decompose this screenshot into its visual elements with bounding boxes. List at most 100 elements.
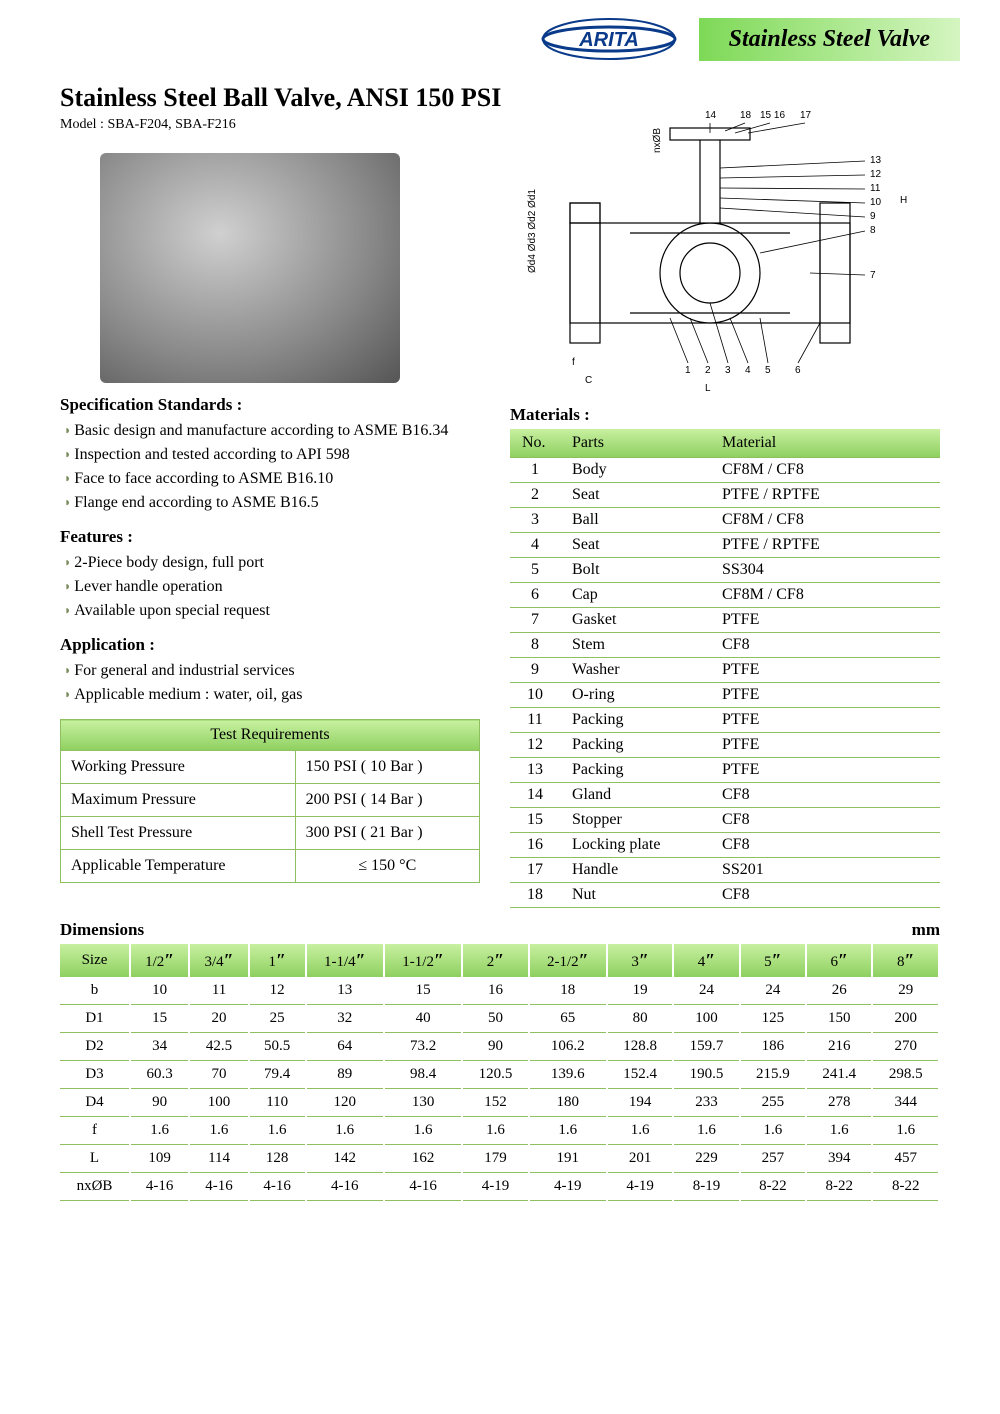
svg-text:9: 9 <box>870 211 876 222</box>
cell: 4-19 <box>462 1173 528 1201</box>
cell: 180 <box>529 1089 607 1117</box>
table-row: Maximum Pressure200 PSI ( 14 Bar ) <box>61 784 480 817</box>
list-item: Basic design and manufacture according t… <box>64 419 480 443</box>
table-row: 13PackingPTFE <box>510 758 940 783</box>
table-row: 1BodyCF8M / CF8 <box>510 458 940 483</box>
cell: 457 <box>872 1145 939 1173</box>
cell: 194 <box>607 1089 673 1117</box>
col-header: 3/4″ <box>189 944 248 977</box>
cell: 100 <box>189 1089 248 1117</box>
table-row: 10O-ringPTFE <box>510 683 940 708</box>
cell: PTFE <box>710 683 940 708</box>
cell: 50.5 <box>249 1033 306 1061</box>
table-row: f1.61.61.61.61.61.61.61.61.61.61.61.6 <box>60 1117 939 1145</box>
cell: 4-16 <box>189 1173 248 1201</box>
cell: 241.4 <box>806 1061 872 1089</box>
table-row: 4SeatPTFE / RPTFE <box>510 533 940 558</box>
cell: CF8 <box>710 783 940 808</box>
cell: 215.9 <box>740 1061 806 1089</box>
svg-text:18: 18 <box>740 110 752 121</box>
cell: 13 <box>306 977 384 1005</box>
cell: 1.6 <box>306 1117 384 1145</box>
table-row: 18NutCF8 <box>510 883 940 908</box>
cell: 162 <box>384 1145 462 1173</box>
cell: 26 <box>806 977 872 1005</box>
test-req-heading: Test Requirements <box>61 720 480 751</box>
cell: 110 <box>249 1089 306 1117</box>
row-label: nxØB <box>60 1173 130 1201</box>
list-item: Inspection and tested according to API 5… <box>64 443 480 467</box>
features-list: 2-Piece body design, full portLever hand… <box>60 551 480 623</box>
cell: 200 <box>872 1005 939 1033</box>
cell: CF8 <box>710 883 940 908</box>
cell: 1.6 <box>189 1117 248 1145</box>
test-value: 300 PSI ( 21 Bar ) <box>295 817 479 850</box>
cell: Locking plate <box>560 833 710 858</box>
cell: 29 <box>872 977 939 1005</box>
row-label: D4 <box>60 1089 130 1117</box>
table-row: nxØB4-164-164-164-164-164-194-194-198-19… <box>60 1173 939 1201</box>
svg-text:14: 14 <box>705 110 717 121</box>
col-header: Parts <box>560 429 710 458</box>
cell: PTFE <box>710 708 940 733</box>
row-label: D3 <box>60 1061 130 1089</box>
cell: 394 <box>806 1145 872 1173</box>
cell: 11 <box>189 977 248 1005</box>
cell: 233 <box>673 1089 739 1117</box>
cell: 11 <box>510 708 560 733</box>
cell: 24 <box>673 977 739 1005</box>
table-row: 5BoltSS304 <box>510 558 940 583</box>
test-label: Applicable Temperature <box>61 850 296 883</box>
list-item: 2-Piece body design, full port <box>64 551 480 575</box>
cell: PTFE / RPTFE <box>710 533 940 558</box>
test-label: Working Pressure <box>61 751 296 784</box>
cell: PTFE <box>710 758 940 783</box>
cell: 65 <box>529 1005 607 1033</box>
product-photo <box>100 153 400 383</box>
table-row: Shell Test Pressure300 PSI ( 21 Bar ) <box>61 817 480 850</box>
cell: 16 <box>462 977 528 1005</box>
cell: 159.7 <box>673 1033 739 1061</box>
cell: 70 <box>189 1061 248 1089</box>
cell: 60.3 <box>130 1061 189 1089</box>
col-header: 1-1/4″ <box>306 944 384 977</box>
cell: 128.8 <box>607 1033 673 1061</box>
dimensions-table: Size1/2″3/4″1″1-1/4″1-1/2″2″2-1/2″3″4″5″… <box>60 944 940 1201</box>
list-item: Flange end according to ASME B16.5 <box>64 491 480 515</box>
cell: 4-16 <box>130 1173 189 1201</box>
cell: 190.5 <box>673 1061 739 1089</box>
cell: 14 <box>510 783 560 808</box>
cell: 9 <box>510 658 560 683</box>
cell: 114 <box>189 1145 248 1173</box>
table-row: 12PackingPTFE <box>510 733 940 758</box>
page-header: ARITA Stainless Steel Valve <box>0 0 1000 73</box>
features-heading: Features : <box>60 527 480 547</box>
list-item: Applicable medium : water, oil, gas <box>64 683 480 707</box>
cell: 106.2 <box>529 1033 607 1061</box>
cell: Gasket <box>560 608 710 633</box>
table-row: 17HandleSS201 <box>510 858 940 883</box>
table-row: b101112131516181924242629 <box>60 977 939 1005</box>
svg-text:11: 11 <box>870 183 881 194</box>
cell: 4 <box>510 533 560 558</box>
cell: SS304 <box>710 558 940 583</box>
svg-text:H: H <box>900 195 907 206</box>
dims-label: Dimensions <box>60 920 144 940</box>
table-row: L109114128142162179191201229257394457 <box>60 1145 939 1173</box>
cell: 1.6 <box>529 1117 607 1145</box>
spec-heading: Specification Standards : <box>60 395 480 415</box>
svg-text:Ød4 Ød3 Ød2 Ød1: Ød4 Ød3 Ød2 Ød1 <box>527 189 538 273</box>
cell: Packing <box>560 708 710 733</box>
cell: 64 <box>306 1033 384 1061</box>
svg-text:6: 6 <box>795 365 801 376</box>
col-header: No. <box>510 429 560 458</box>
cell: 139.6 <box>529 1061 607 1089</box>
cell: CF8M / CF8 <box>710 458 940 483</box>
col-header: 2-1/2″ <box>529 944 607 977</box>
cell: Washer <box>560 658 710 683</box>
cell: 79.4 <box>249 1061 306 1089</box>
col-header: 8″ <box>872 944 939 977</box>
cell: 270 <box>872 1033 939 1061</box>
cell: 15 <box>510 808 560 833</box>
cell: 32 <box>306 1005 384 1033</box>
